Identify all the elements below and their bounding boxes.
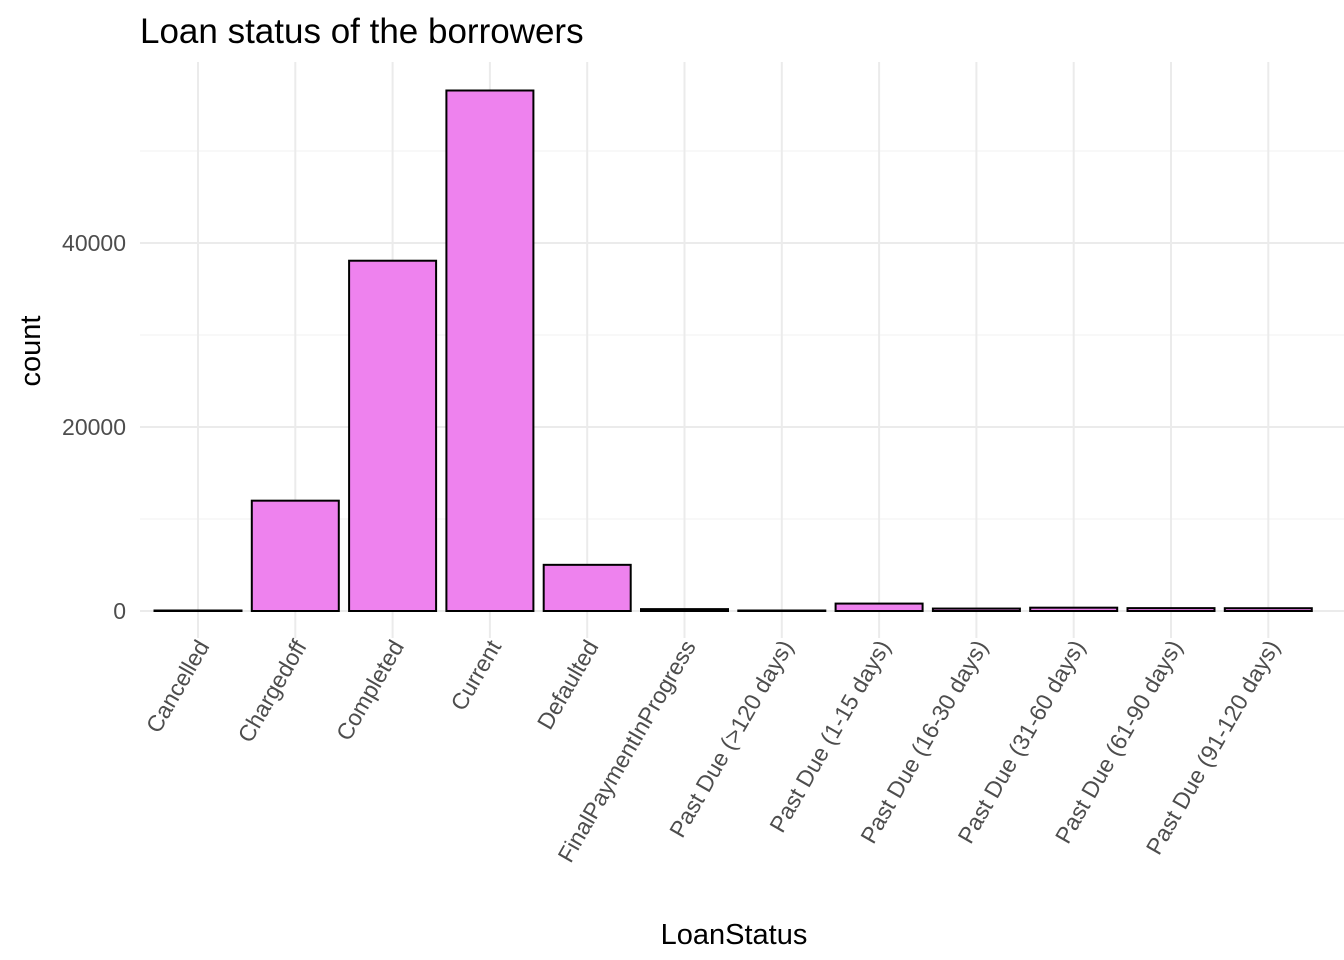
y-tick-label: 40000 bbox=[62, 230, 126, 256]
bar-past-due-31-60-days bbox=[1029, 606, 1119, 612]
bar-finalpaymentinprogress bbox=[640, 608, 729, 613]
bar-defaulted bbox=[542, 563, 632, 613]
bar-current bbox=[445, 89, 535, 613]
x-tick-label: Cancelled bbox=[141, 636, 215, 738]
y-tick-label: 20000 bbox=[62, 414, 126, 440]
x-tick-label: Completed bbox=[331, 636, 409, 745]
y-tick-label: 0 bbox=[113, 598, 126, 624]
bars bbox=[153, 89, 1313, 613]
bar-past-due-1-15-days bbox=[834, 602, 924, 612]
x-axis-ticks: Cancelled Chargedoff Completed Current Defau… bbox=[141, 635, 1285, 867]
y-axis-title: count bbox=[15, 316, 47, 387]
y-axis-ticks: 0 20000 40000 bbox=[62, 230, 126, 624]
bar-cancelled bbox=[153, 609, 243, 612]
chart-title: Loan status of the borrowers bbox=[140, 12, 584, 51]
bar-past-due-91-120-days bbox=[1223, 607, 1313, 612]
bar-past-due-61-90-days bbox=[1126, 607, 1216, 613]
x-tick-label: Current bbox=[445, 635, 506, 715]
x-tick-label: Defaulted bbox=[532, 636, 604, 734]
bar-past-due-120-days bbox=[737, 609, 827, 612]
bar-chargedoff bbox=[250, 499, 340, 613]
bar-completed bbox=[348, 259, 438, 612]
grid-lines bbox=[140, 62, 1344, 638]
x-axis-title: LoanStatus bbox=[661, 919, 808, 951]
x-tick-label: Chargedoff bbox=[232, 635, 312, 747]
bar-past-due-16-30-days bbox=[931, 607, 1021, 613]
